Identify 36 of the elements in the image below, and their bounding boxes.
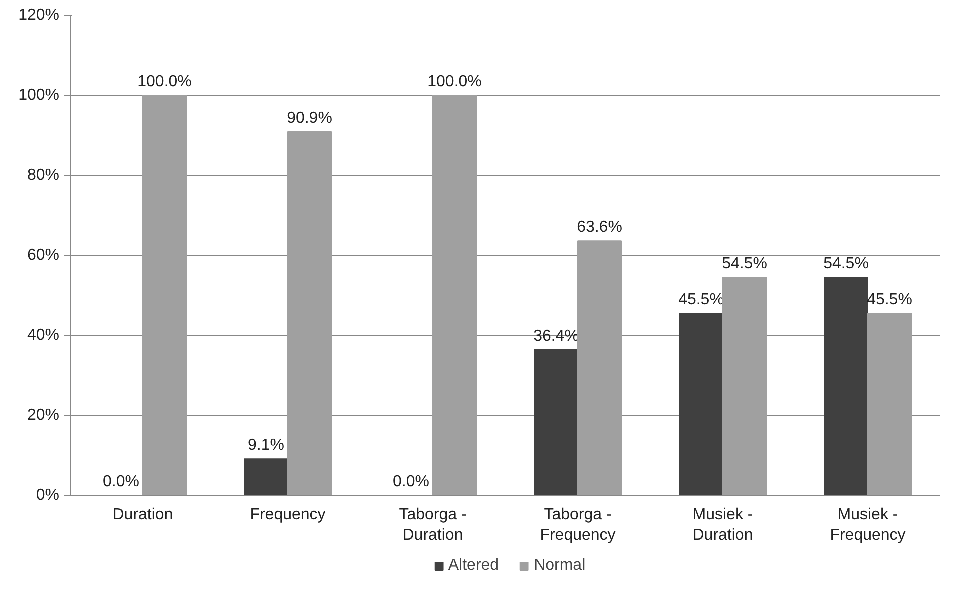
data-label: 54.5%: [722, 256, 768, 272]
bar: [824, 277, 868, 496]
data-label: 90.9%: [287, 110, 332, 127]
bar: [142, 95, 187, 496]
x-tick-label: Musiek - Frequency: [830, 506, 906, 544]
bar: [679, 313, 724, 496]
x-tick-label: Taborga - Duration: [399, 506, 467, 544]
data-label: 54.5%: [824, 256, 869, 272]
y-tick-label: 80%: [27, 167, 60, 184]
bar: [288, 131, 332, 496]
bar: [432, 95, 477, 496]
y-tick-label: 100%: [18, 87, 60, 104]
y-tick-label: 120%: [18, 7, 60, 24]
y-tick-label: 20%: [27, 407, 60, 424]
legend-label: Altered: [448, 557, 500, 575]
bar: [534, 349, 578, 496]
x-tick-label: Duration: [112, 506, 174, 524]
data-label: 100.0%: [428, 74, 482, 90]
bar: [722, 277, 767, 496]
bar: [868, 313, 912, 496]
data-label: 63.6%: [577, 219, 622, 236]
data-label: 0.0%: [103, 474, 140, 490]
data-label: 100.0%: [138, 74, 192, 90]
y-tick-label: 40%: [27, 327, 60, 344]
data-label: 0.0%: [393, 474, 430, 490]
y-tick-label: 0%: [36, 487, 60, 504]
x-tick-label: Taborga - Frequency: [540, 506, 616, 544]
x-tick-label: Musiek - Duration: [692, 506, 754, 544]
data-label: 9.1%: [248, 437, 284, 454]
bar: [578, 240, 622, 496]
bar: [244, 458, 288, 496]
legend-label: Normal: [534, 557, 586, 575]
y-tick-label: 60%: [27, 247, 60, 264]
x-tick-label: Frequency: [250, 506, 326, 524]
data-label: 45.5%: [678, 292, 724, 308]
data-label: 36.4%: [534, 328, 579, 345]
